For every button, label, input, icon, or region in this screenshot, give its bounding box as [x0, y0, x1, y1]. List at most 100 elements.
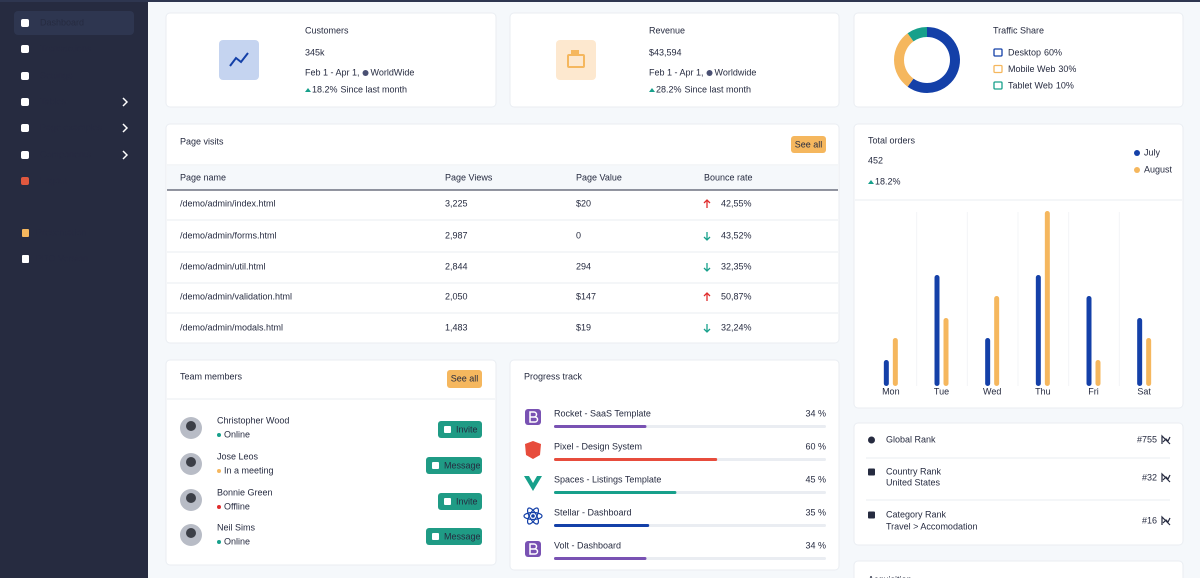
menu-item: Tables — [40, 96, 67, 106]
react-icon — [531, 514, 535, 518]
trend-arrow — [703, 236, 711, 241]
trend-icon — [1161, 515, 1171, 526]
column-header: Page Value — [576, 172, 622, 182]
avatar-face — [186, 493, 196, 503]
trend-arrow — [703, 328, 711, 333]
trend-icon — [1161, 434, 1171, 445]
bar — [1137, 318, 1143, 386]
menu-icon — [21, 151, 29, 159]
rank-icon — [868, 436, 875, 444]
menu-item: Logout — [40, 175, 68, 185]
table-cell: 2,987 — [445, 230, 468, 240]
card — [509, 359, 840, 571]
see-all-button[interactable] — [447, 370, 482, 388]
table-header-bg — [167, 166, 838, 190]
table-cell: $147 — [576, 291, 596, 301]
card-title: Progress track — [524, 371, 583, 381]
card — [853, 422, 1184, 546]
button-icon — [432, 533, 439, 540]
member-name: Christopher Wood — [217, 415, 289, 425]
stat-change: 28.2% — [656, 84, 682, 94]
legend-label: July — [1144, 147, 1161, 157]
button-icon — [444, 498, 451, 505]
menu-icon — [22, 229, 29, 237]
chevron — [122, 123, 129, 133]
button-label[interactable]: Invite — [456, 424, 478, 434]
column-header: Bounce rate — [704, 172, 753, 182]
trend-arrow — [703, 292, 711, 297]
x-tick-label: Fri — [1088, 386, 1099, 396]
stat-region: WorldWide — [371, 67, 415, 77]
table-cell: 294 — [576, 261, 591, 271]
legend-label: Mobile Web — [1008, 64, 1055, 74]
bar — [1146, 338, 1152, 386]
legend-label: Desktop — [1008, 47, 1041, 57]
bar — [934, 275, 940, 386]
menu-icon — [21, 177, 29, 185]
card-title: Team members — [180, 371, 243, 381]
x-tick-label: Tue — [934, 386, 949, 396]
member-status: Online — [224, 429, 250, 439]
legend-icon — [993, 64, 1003, 74]
bar — [1095, 360, 1101, 386]
trend-icon — [1162, 517, 1171, 524]
card-title: Total orders — [868, 135, 916, 145]
avatar-face — [186, 457, 196, 467]
globe-icon — [362, 70, 369, 76]
action-button[interactable] — [438, 493, 482, 510]
table-cell: /demo/admin/index.html — [180, 198, 276, 208]
action-button[interactable] — [438, 421, 482, 438]
table-cell: 3,225 — [445, 198, 468, 208]
project-percent: 34 % — [805, 540, 826, 550]
stat-period: Feb 1 - Apr 1, — [649, 67, 704, 77]
see-all-button[interactable] — [791, 136, 826, 153]
orders-value: 452 — [868, 155, 883, 165]
bar — [1086, 296, 1092, 386]
card-title: Page visits — [180, 136, 224, 146]
menu-icon — [21, 98, 29, 106]
legend-icon — [993, 48, 1003, 57]
button-label[interactable]: Message — [444, 531, 481, 541]
legend-label: August — [1144, 164, 1173, 174]
button-label[interactable]: Invite — [456, 496, 478, 506]
button-label[interactable]: See all — [795, 139, 823, 149]
chevron — [122, 97, 129, 107]
project-percent: 34 % — [805, 408, 826, 418]
button-label[interactable]: See all — [451, 373, 479, 383]
table-cell: 50,87% — [721, 291, 752, 301]
icon-box — [556, 40, 596, 80]
table-cell: 32,35% — [721, 261, 752, 271]
member-status: In a meeting — [224, 465, 274, 475]
bar — [943, 318, 949, 386]
trend-icon — [1162, 474, 1171, 481]
donut-segment — [907, 27, 960, 93]
donut-segment — [907, 27, 928, 42]
progress-bar — [554, 458, 718, 461]
table-cell: /demo/admin/modals.html — [180, 322, 283, 332]
table-cell: 1,483 — [445, 322, 468, 332]
active-menu-bg — [14, 11, 134, 35]
rank-sub: United States — [886, 477, 941, 487]
stat-change-note: Since last month — [341, 84, 408, 94]
action-button[interactable] — [426, 457, 482, 474]
project-name: Spaces - Listings Template — [554, 474, 661, 484]
card — [853, 560, 1184, 578]
button-label[interactable]: Message — [444, 460, 481, 470]
rank-sub: Travel > Accomodation — [886, 521, 977, 531]
up-arrow — [649, 88, 655, 92]
stat-title: Customers — [305, 25, 349, 35]
menu-icon — [21, 45, 29, 53]
table-cell: $20 — [576, 198, 591, 208]
member-status: Online — [224, 536, 250, 546]
progress-bar — [554, 425, 647, 428]
avatar-face — [186, 421, 196, 431]
menu-item: Page examples — [40, 122, 103, 132]
project-percent: 35 % — [805, 507, 826, 517]
bar — [883, 360, 889, 386]
x-tick-label: Mon — [882, 386, 900, 396]
table-cell: 2,050 — [445, 291, 468, 301]
action-button[interactable] — [426, 528, 482, 545]
menu-item: Settings — [40, 70, 73, 80]
